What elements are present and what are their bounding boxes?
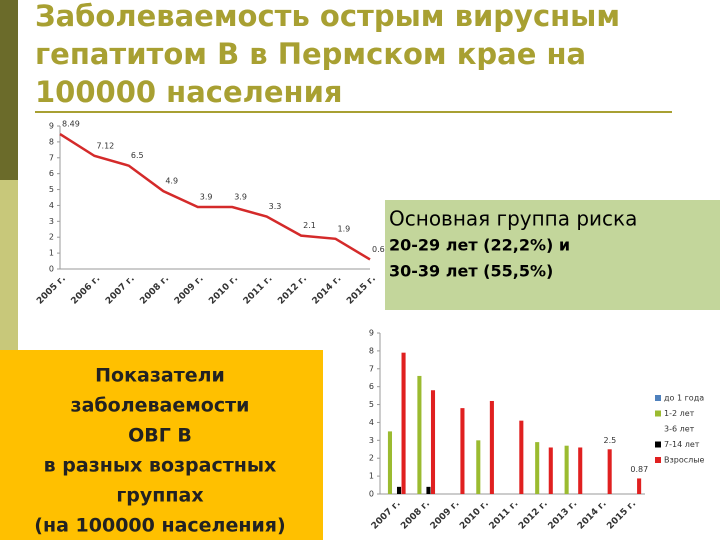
bar bbox=[476, 440, 481, 494]
y-tick-label: 3 bbox=[369, 436, 374, 445]
line bbox=[59, 133, 371, 261]
y-tick-label: 1 bbox=[49, 249, 54, 258]
bar bbox=[387, 431, 393, 494]
data-label: 0.87 bbox=[630, 465, 648, 474]
bar bbox=[460, 408, 465, 494]
data-label: 4.9 bbox=[165, 177, 178, 186]
side-strip-dark bbox=[0, 0, 18, 180]
bar bbox=[548, 447, 553, 494]
y-tick-label: 3 bbox=[49, 217, 54, 226]
legend-label: 1-2 лет bbox=[664, 409, 695, 418]
bar bbox=[564, 445, 569, 494]
y-tick-label: 4 bbox=[49, 201, 54, 210]
y-tick-label: 2 bbox=[49, 233, 54, 242]
indicator-line: в разных возрастных bbox=[44, 455, 277, 477]
data-label: 0.6 bbox=[372, 245, 385, 254]
y-tick-label: 2 bbox=[369, 454, 374, 463]
legend-swatch bbox=[655, 410, 661, 417]
y-tick-label: 5 bbox=[369, 400, 374, 409]
bar bbox=[535, 442, 540, 494]
slide-title: 100000 населения bbox=[35, 75, 343, 109]
y-tick-label: 0 bbox=[369, 490, 374, 499]
bar bbox=[607, 449, 612, 494]
y-tick-label: 0 bbox=[49, 265, 54, 274]
legend-swatch bbox=[655, 457, 661, 463]
risk-line: 20-29 лет (22,2%) и bbox=[389, 236, 570, 255]
bar bbox=[417, 375, 422, 494]
legend-swatch bbox=[655, 426, 661, 432]
slide-title: Заболеваемость острым вирусным bbox=[35, 0, 620, 33]
slide-title: гепатитом В в Пермском крае на bbox=[35, 37, 586, 71]
bar bbox=[637, 478, 642, 494]
indicator-line: (на 100000 населения) bbox=[34, 515, 285, 537]
legend-label: 7-14 лет bbox=[664, 440, 700, 449]
bar bbox=[396, 486, 402, 494]
y-tick-label: 8 bbox=[49, 137, 54, 146]
legend-label: Взрослые bbox=[664, 456, 705, 465]
bar bbox=[430, 390, 436, 494]
bar bbox=[578, 447, 583, 494]
indicator-box bbox=[0, 350, 323, 540]
bar bbox=[489, 400, 494, 494]
y-tick-label: 8 bbox=[369, 346, 374, 355]
data-label: 1.9 bbox=[338, 224, 351, 233]
y-tick-label: 6 bbox=[49, 169, 54, 178]
y-tick-label: 1 bbox=[369, 472, 374, 481]
y-tick-label: 7 bbox=[369, 364, 374, 373]
data-label: 3.3 bbox=[269, 202, 282, 211]
risk-heading: Основная группа риска bbox=[389, 207, 637, 231]
y-tick-label: 5 bbox=[49, 185, 54, 194]
bar bbox=[519, 420, 524, 494]
indicator-line: Показатели bbox=[95, 365, 225, 387]
data-label: 8.49 bbox=[62, 120, 80, 129]
y-tick-label: 4 bbox=[369, 418, 374, 427]
legend-swatch bbox=[655, 395, 661, 401]
legend-label: до 1 года bbox=[664, 394, 704, 403]
y-tick-label: 9 bbox=[369, 329, 374, 338]
y-tick-label: 9 bbox=[49, 122, 54, 131]
data-label: 6.5 bbox=[131, 151, 144, 160]
legend-swatch bbox=[655, 441, 661, 448]
y-tick-label: 7 bbox=[49, 153, 54, 162]
y-tick-label: 6 bbox=[369, 382, 374, 391]
risk-line: 30-39 лет (55,5%) bbox=[389, 262, 553, 281]
data-label: 7.12 bbox=[96, 141, 114, 150]
bar bbox=[401, 352, 406, 494]
indicator-line: группах bbox=[116, 485, 203, 507]
data-label: 3.9 bbox=[234, 193, 247, 202]
risk-box bbox=[385, 200, 720, 310]
legend-label: 3-6 лет bbox=[664, 425, 695, 434]
data-label: 2.5 bbox=[604, 436, 617, 445]
indicator-line: ОВГ В bbox=[128, 425, 192, 447]
indicator-line: заболеваемости bbox=[71, 395, 250, 417]
bar bbox=[426, 486, 431, 494]
data-label: 2.1 bbox=[303, 221, 316, 230]
data-label: 3.9 bbox=[200, 193, 213, 202]
